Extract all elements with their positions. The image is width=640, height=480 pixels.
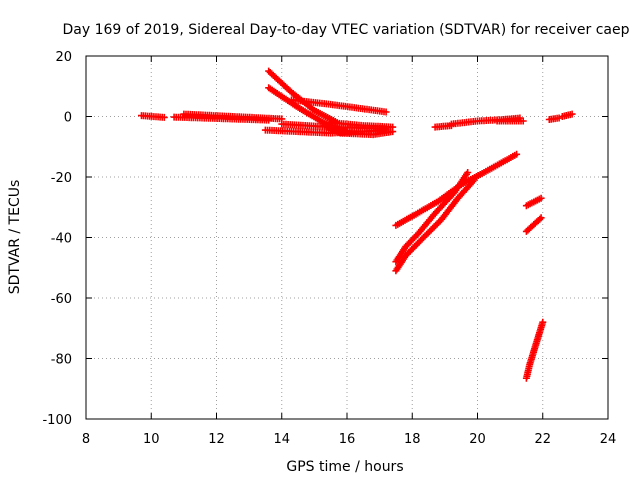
x-tick-label: 22 [534, 432, 551, 447]
y-tick-label: -80 [51, 353, 72, 368]
data-track-1 [138, 112, 168, 121]
data-point [537, 194, 545, 202]
x-tick-label: 20 [469, 432, 486, 447]
data-track-10 [327, 119, 397, 131]
data-point [382, 108, 390, 116]
x-tick-label: 14 [273, 432, 290, 447]
data-point [469, 178, 477, 185]
data-track-18 [392, 176, 478, 275]
data-track-15 [558, 110, 576, 120]
data-point [464, 169, 472, 176]
data-track-9 [320, 122, 397, 139]
data-track-14 [545, 114, 563, 123]
y-tick-label: 20 [55, 50, 72, 65]
data-point [537, 214, 545, 222]
data-point [160, 113, 168, 121]
chart-title: Day 169 of 2019, Sidereal Day-to-day VTE… [63, 22, 630, 38]
y-tick-label: -20 [51, 171, 72, 186]
data-point [470, 176, 478, 184]
y-tick-label: -40 [51, 232, 72, 247]
x-tick-label: 8 [82, 432, 90, 447]
ticks-layer: 8 10 12 14 16 18 20 22 24 -100 -80 -60 -40 -20 0 20 [42, 50, 616, 447]
data-point [519, 117, 527, 125]
y-axis-label: SDTVAR / TECUs [7, 180, 23, 295]
x-tick-label: 16 [339, 432, 356, 447]
data-point [389, 123, 397, 131]
data-track-3 [180, 110, 286, 123]
x-tick-label: 18 [404, 432, 421, 447]
y-tick-label: -60 [51, 292, 72, 307]
data-point [568, 110, 576, 118]
data-point [555, 114, 563, 122]
data-point [513, 150, 521, 158]
x-tick-label: 24 [600, 432, 617, 447]
x-tick-label: 12 [208, 432, 225, 447]
points-layer [138, 67, 576, 382]
x-tick-label: 10 [143, 432, 160, 447]
data-track-17 [392, 169, 472, 266]
data-track-11 [431, 122, 455, 131]
data-point [536, 215, 544, 223]
data-track-16 [392, 150, 521, 229]
x-axis-label: GPS time / hours [286, 459, 403, 475]
y-tick-label: -100 [42, 413, 72, 428]
data-point [539, 318, 547, 326]
data-track-21 [522, 318, 547, 382]
data-track-19 [522, 194, 545, 210]
data-track-8 [288, 96, 390, 116]
y-tick-label: 0 [64, 111, 72, 126]
data-track-20 [522, 214, 545, 235]
data-track-13 [493, 117, 527, 125]
